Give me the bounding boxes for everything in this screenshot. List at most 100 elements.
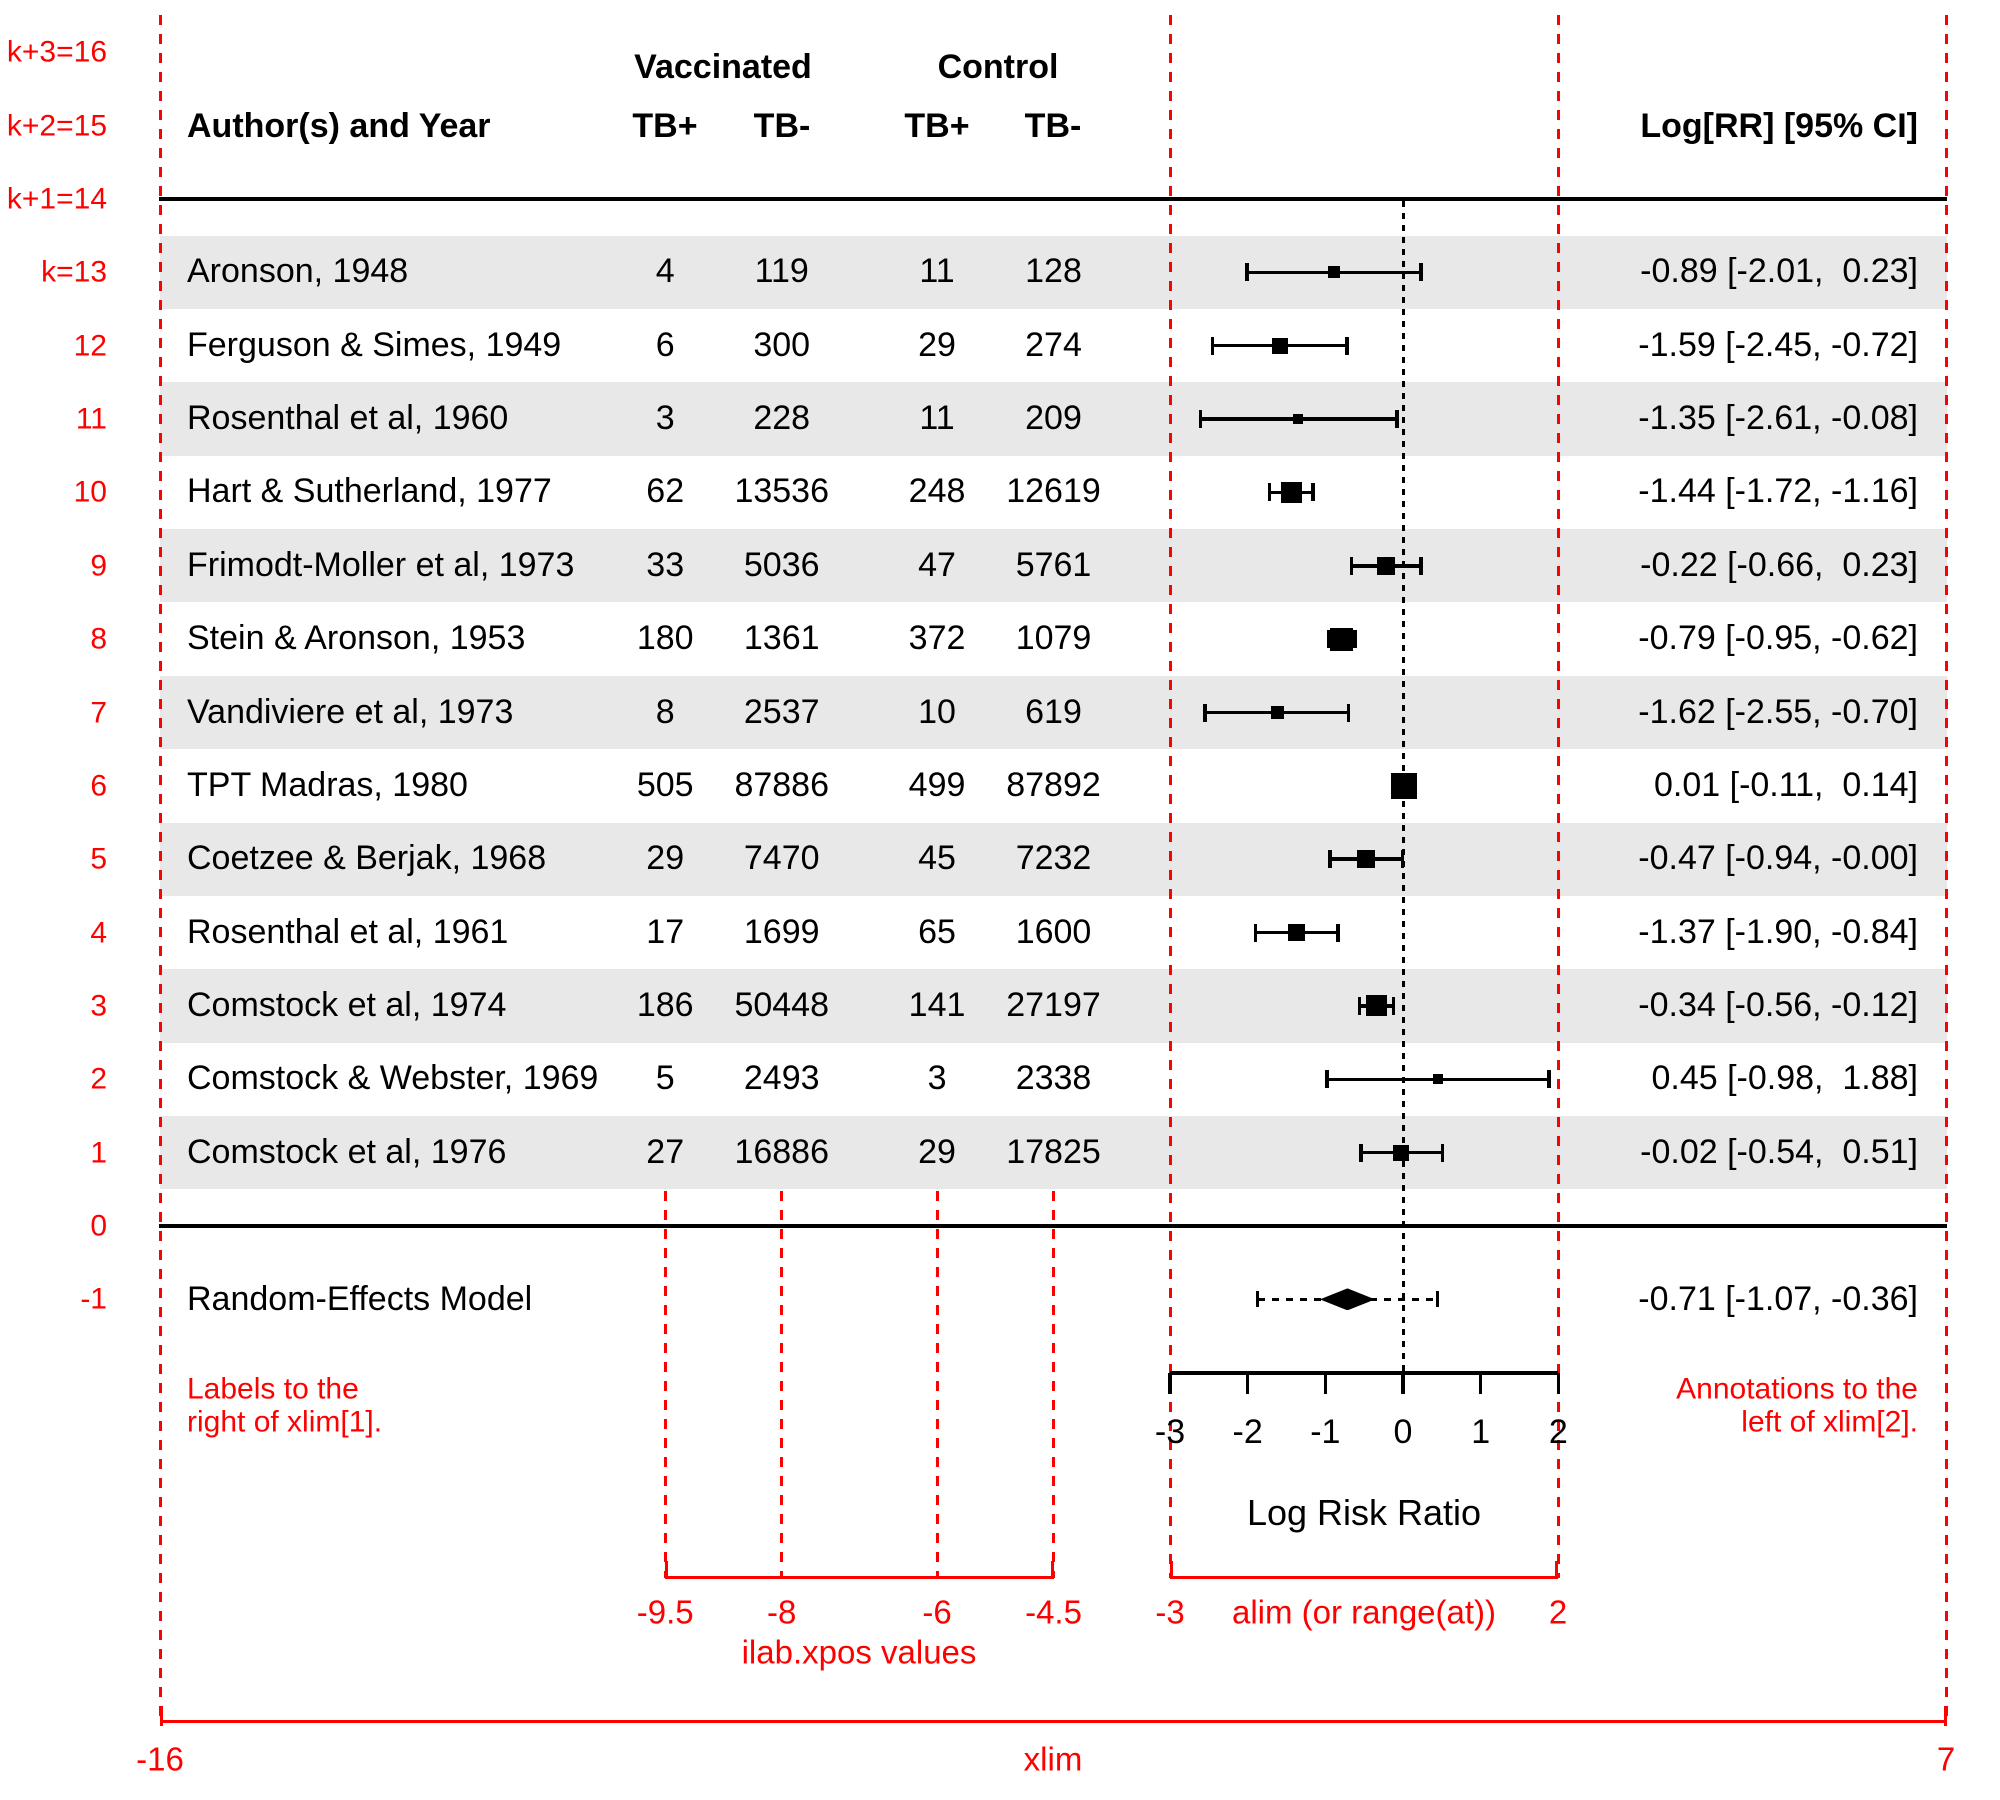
study-label: Frimodt-Moller et al, 1973: [187, 545, 575, 584]
zebra-band: [160, 675, 1947, 750]
x-axis-tick: [1556, 1373, 1561, 1394]
xlim-min-label: -16: [136, 1740, 184, 1778]
x-axis-tick-label: -3: [1154, 1413, 1186, 1452]
zebra-band: [160, 529, 1947, 603]
tb-pos-vaccinated-count: 27: [646, 1132, 685, 1171]
study-label: TPT Madras, 1980: [187, 766, 468, 804]
row-number-label: 4: [90, 915, 107, 949]
tb-neg-vaccinated-count: 2493: [743, 1059, 820, 1098]
ilab-xpos-tick-label: -9.5: [636, 1593, 694, 1631]
alim-guide-line-right: [1556, 15, 1560, 1578]
tb-neg-vaccinated-count: 7470: [743, 839, 820, 878]
study-annotation: -0.34 [-0.56, -0.12]: [1638, 986, 1918, 1025]
ilab-guide-line: [663, 1191, 667, 1578]
tb-pos-control-count: 45: [918, 839, 956, 878]
estimate-square: [1393, 1144, 1410, 1161]
row-number-label: 8: [90, 622, 107, 656]
ci-cap-left: [1203, 703, 1207, 722]
estimate-square: [1271, 337, 1288, 354]
tb-neg-vaccinated-count: 2537: [743, 692, 820, 731]
estimate-square: [1293, 414, 1304, 425]
tb-neg-vaccinated-count: 1699: [743, 912, 820, 951]
study-annotation: -0.79 [-0.95, -0.62]: [1638, 619, 1918, 658]
col-header-tb-neg-control: TB-: [1024, 107, 1082, 146]
col-header-tb-pos-control: TB+: [904, 107, 970, 146]
alim-bracket-tick: [1170, 1561, 1174, 1579]
x-axis-tick: [1168, 1373, 1172, 1394]
estimate-square: [1270, 706, 1284, 719]
study-annotation: -1.44 [-1.72, -1.16]: [1638, 472, 1918, 511]
tb-pos-vaccinated-count: 180: [636, 619, 694, 658]
estimate-square: [1390, 772, 1417, 799]
study-annotation: -1.37 [-1.90, -0.84]: [1638, 912, 1918, 951]
prediction-interval-cap-left: [1256, 1291, 1260, 1308]
note-left-line2: right of xlim[1].: [187, 1405, 383, 1439]
x-axis-tick-label: 0: [1393, 1413, 1413, 1452]
study-label: Rosenthal et al, 1960: [187, 399, 509, 438]
ci-cap-right: [1400, 850, 1405, 869]
xlim-guide-line-right: [1945, 15, 1949, 1723]
x-axis-tick-label: -1: [1310, 1413, 1341, 1452]
summary-label: Random-Effects Model: [187, 1280, 533, 1319]
tb-neg-control-count: 2338: [1015, 1059, 1092, 1098]
tb-neg-control-count: 17825: [1006, 1132, 1101, 1171]
study-annotation: -1.59 [-2.45, -0.72]: [1638, 325, 1918, 364]
row-number-label: 9: [90, 549, 107, 583]
row-number-label: 10: [73, 475, 107, 509]
row-number-label: k=13: [41, 255, 107, 289]
xlim-bracket-tick: [1943, 1706, 1947, 1726]
row-number-label: k+2=15: [6, 108, 107, 142]
zebra-band: [160, 382, 1947, 456]
tb-pos-control-count: 47: [918, 545, 956, 584]
study-label: Hart & Sutherland, 1977: [187, 472, 552, 511]
xlim-bracket-line: [160, 1720, 1947, 1723]
tb-neg-vaccinated-count: 16886: [734, 1132, 829, 1171]
note-right-line2: left of xlim[2].: [1741, 1405, 1918, 1439]
tb-pos-vaccinated-count: 4: [655, 252, 675, 291]
row-number-label: 5: [90, 842, 107, 876]
tb-pos-control-count: 10: [918, 692, 956, 731]
tb-neg-vaccinated-count: 119: [754, 252, 809, 291]
study-label: Comstock et al, 1974: [187, 986, 507, 1025]
row-number-label: 6: [90, 769, 107, 803]
row-number-label: k+1=14: [6, 182, 107, 216]
study-label: Comstock et al, 1976: [187, 1132, 507, 1171]
summary-annotation: -0.71 [-1.07, -0.36]: [1638, 1280, 1918, 1319]
ilab-bracket-tick: [1050, 1561, 1054, 1579]
x-axis-tick-label: -2: [1232, 1413, 1263, 1452]
estimate-square: [1288, 924, 1306, 942]
ci-cap-left: [1325, 1070, 1329, 1089]
xlim-bracket-tick: [160, 1706, 164, 1726]
study-label: Aronson, 1948: [187, 252, 409, 291]
tb-pos-vaccinated-count: 3: [655, 399, 675, 438]
tb-pos-vaccinated-count: 17: [646, 912, 685, 951]
estimate-square: [1432, 1074, 1443, 1085]
estimate-square: [1376, 556, 1395, 575]
tb-neg-control-count: 87892: [1006, 766, 1101, 804]
study-label: Vandiviere et al, 1973: [187, 692, 514, 731]
ilab-guide-line: [935, 1191, 939, 1578]
zebra-band: [160, 235, 1947, 310]
estimate-square: [1366, 995, 1388, 1017]
estimate-square: [1280, 481, 1302, 503]
zebra-band: [160, 822, 1947, 896]
ilab-xpos-tick-label: -8: [767, 1593, 797, 1631]
row-number-label: 11: [75, 402, 107, 436]
tb-neg-control-count: 1079: [1015, 619, 1092, 658]
tb-neg-control-count: 274: [1025, 325, 1082, 364]
tb-neg-control-count: 27197: [1006, 986, 1101, 1025]
x-axis-tick-label: 2: [1548, 1413, 1568, 1452]
tb-pos-control-count: 141: [908, 986, 966, 1025]
row-number-label: 3: [90, 989, 107, 1023]
study-annotation: -1.62 [-2.55, -0.70]: [1638, 692, 1918, 731]
ci-cap-left: [1198, 410, 1203, 429]
x-axis-line: [1170, 1371, 1559, 1375]
col-header-annotation: Log[RR] [95% CI]: [1640, 107, 1918, 146]
tb-pos-vaccinated-count: 186: [636, 986, 694, 1025]
x-axis-tick: [1401, 1373, 1405, 1394]
tb-neg-control-count: 7232: [1015, 839, 1092, 878]
x-axis-tick: [1323, 1373, 1328, 1394]
study-label: Stein & Aronson, 1953: [187, 619, 526, 658]
tb-neg-control-count: 619: [1025, 692, 1082, 731]
